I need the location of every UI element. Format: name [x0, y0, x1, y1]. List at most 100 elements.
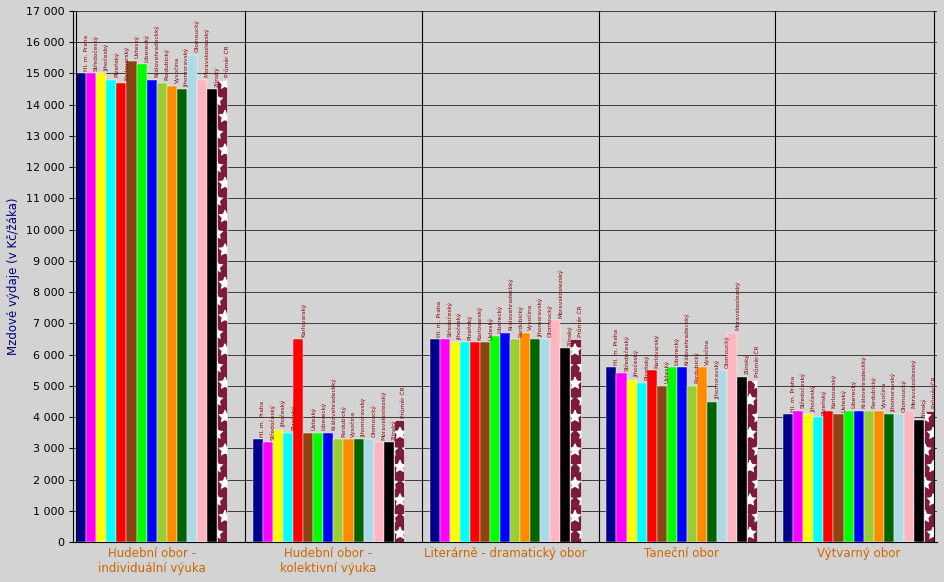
- Text: Středočeský: Středočeský: [624, 335, 630, 371]
- Bar: [657, 386, 666, 542]
- Bar: [217, 80, 228, 542]
- Bar: [627, 379, 636, 542]
- Bar: [126, 61, 137, 542]
- Text: Moravskoslezský: Moravskoslezský: [204, 28, 210, 77]
- Text: Karlovarský: Karlovarský: [831, 374, 836, 409]
- Text: Karlovarský: Karlovarský: [300, 302, 306, 336]
- Bar: [531, 339, 540, 542]
- Text: Zlínský: Zlínský: [745, 353, 750, 374]
- Text: Moravskoslezský: Moravskoslezský: [911, 359, 917, 409]
- Text: Jihomoravský: Jihomoravský: [361, 398, 366, 436]
- Bar: [561, 349, 570, 542]
- Bar: [116, 83, 126, 542]
- Bar: [353, 439, 363, 542]
- Bar: [324, 433, 333, 542]
- Bar: [717, 370, 727, 542]
- Text: Jihomoravský: Jihomoravský: [715, 360, 720, 399]
- Text: Ústeský: Ústeský: [311, 407, 316, 430]
- Text: Plzeňský: Plzeňský: [113, 52, 119, 77]
- Text: Pardubický: Pardubický: [341, 404, 346, 436]
- Text: Ústeský: Ústeský: [133, 36, 140, 58]
- Text: Královehradeckký: Královehradeckký: [861, 356, 867, 409]
- Text: Liberecký: Liberecký: [851, 380, 856, 409]
- Text: Jihočeský: Jihočeský: [280, 400, 286, 427]
- Bar: [187, 55, 197, 542]
- Bar: [894, 414, 903, 542]
- Bar: [273, 430, 283, 542]
- Bar: [303, 433, 313, 542]
- Bar: [784, 414, 793, 542]
- Text: Středočeský: Středočeský: [93, 35, 99, 71]
- Bar: [197, 80, 207, 542]
- Text: Moravskoslezský: Moravskoslezský: [558, 268, 564, 318]
- Bar: [374, 442, 383, 542]
- Bar: [76, 73, 86, 542]
- Bar: [707, 402, 717, 542]
- Text: Olomoucký: Olomoucký: [724, 335, 730, 368]
- Bar: [884, 414, 894, 542]
- Bar: [207, 89, 217, 542]
- Bar: [96, 73, 107, 542]
- Text: Moravskoslezský: Moravskoslezský: [734, 281, 740, 331]
- Text: Liberecký: Liberecký: [143, 33, 149, 62]
- Text: Vysočina: Vysočina: [881, 382, 886, 409]
- Bar: [253, 439, 263, 542]
- Bar: [570, 339, 581, 542]
- Text: Hl. m. Praha: Hl. m. Praha: [261, 400, 265, 436]
- Text: Vysočina: Vysočina: [351, 410, 356, 436]
- Bar: [903, 411, 914, 542]
- Bar: [480, 342, 490, 542]
- Bar: [344, 439, 353, 542]
- Bar: [748, 379, 757, 542]
- Text: Plzeňský: Plzeňský: [820, 389, 826, 415]
- Bar: [263, 442, 273, 542]
- Text: Průměr ČR: Průměr ČR: [225, 45, 229, 77]
- Bar: [697, 367, 707, 542]
- Bar: [823, 411, 834, 542]
- Text: Královehradeckký: Královehradeckký: [684, 312, 690, 365]
- Text: Hl. m. Praha: Hl. m. Praha: [437, 300, 442, 336]
- Text: Hl. m. Praha: Hl. m. Praha: [791, 375, 796, 411]
- Text: Olomoucký: Olomoucký: [194, 19, 199, 52]
- Bar: [167, 86, 177, 542]
- Bar: [803, 414, 814, 542]
- Text: Jihočeský: Jihočeský: [811, 384, 816, 411]
- Bar: [440, 339, 449, 542]
- Text: Vysočina: Vysočina: [174, 57, 179, 83]
- Bar: [793, 411, 803, 542]
- Text: Karlovarský: Karlovarský: [654, 333, 660, 368]
- Text: Zlínský: Zlínský: [921, 397, 927, 418]
- Text: Jihomoravský: Jihomoravský: [184, 47, 190, 87]
- Text: Liberecký: Liberecký: [674, 336, 680, 365]
- Bar: [177, 89, 187, 542]
- Bar: [520, 333, 531, 542]
- Bar: [874, 411, 884, 542]
- Bar: [550, 320, 561, 542]
- Text: Pardubický: Pardubický: [694, 352, 700, 384]
- Bar: [490, 336, 500, 542]
- Text: Pardubický: Pardubický: [517, 304, 523, 336]
- Bar: [606, 367, 616, 542]
- Bar: [470, 342, 480, 542]
- Text: Průměr ČR: Průměr ČR: [755, 346, 760, 377]
- Bar: [500, 333, 510, 542]
- Bar: [137, 64, 146, 542]
- Text: Plzeňský: Plzeňský: [467, 314, 473, 340]
- Bar: [727, 333, 737, 542]
- Bar: [449, 342, 460, 542]
- Text: Ústeský: Ústeský: [664, 360, 669, 384]
- Text: Hl. m. Praha: Hl. m. Praha: [84, 35, 89, 71]
- Bar: [146, 80, 157, 542]
- Text: Jihočeský: Jihočeský: [457, 313, 463, 340]
- Bar: [107, 80, 116, 542]
- Text: Průměr ČR: Průměr ČR: [932, 377, 936, 409]
- Text: Liberecký: Liberecký: [497, 305, 503, 333]
- Bar: [666, 367, 677, 542]
- Text: Plzeňský: Plzeňský: [644, 355, 649, 380]
- Bar: [814, 417, 823, 542]
- Text: Zlínský: Zlínský: [567, 325, 573, 346]
- Bar: [636, 383, 647, 542]
- Bar: [157, 83, 167, 542]
- Text: Pardubický: Pardubický: [164, 48, 170, 80]
- Bar: [294, 339, 303, 542]
